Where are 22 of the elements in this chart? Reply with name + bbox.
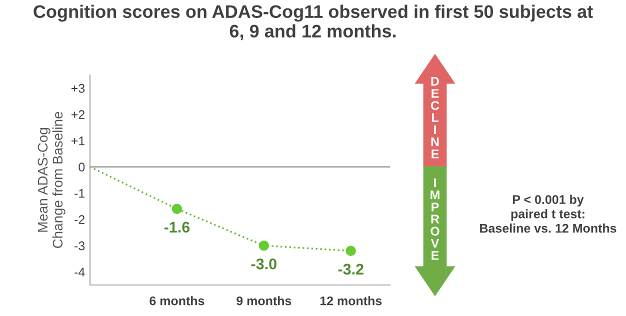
y-axis-title: Mean ADAS-Cog Change from Baseline [38,112,66,248]
data-label: -3.0 [251,258,276,270]
y-tick-label: 0 [78,162,85,172]
x-tick-label: 6 months [150,296,204,306]
y-tick-label: -4 [74,268,85,276]
y-tick-label: -1 [74,189,85,198]
data-label: -3.2 [338,264,364,275]
chart-title: Cognition scores on ADAS-Cog11 observed in first 50 subjects at 6, 9 and 12 months. [34,4,593,40]
y-tick-label: +2 [72,110,85,119]
y-tick-label: +3 [72,84,85,93]
x-tick-label: 12 months [320,296,382,306]
text: IMPROVE [430,178,440,260]
point [258,240,269,251]
point [346,246,356,256]
y-tick-label: -3 [74,241,85,250]
text: P < 0.001 by paired t test: Baseline vs. 12 Months [480,194,616,233]
y-tick-label: +1 [72,136,85,146]
data-label: -1.6 [164,222,190,233]
y-tick-label: -2 [74,215,85,224]
point [172,204,182,214]
text: DECLINE [431,76,440,158]
x-tick-label: 9 months [236,296,292,306]
